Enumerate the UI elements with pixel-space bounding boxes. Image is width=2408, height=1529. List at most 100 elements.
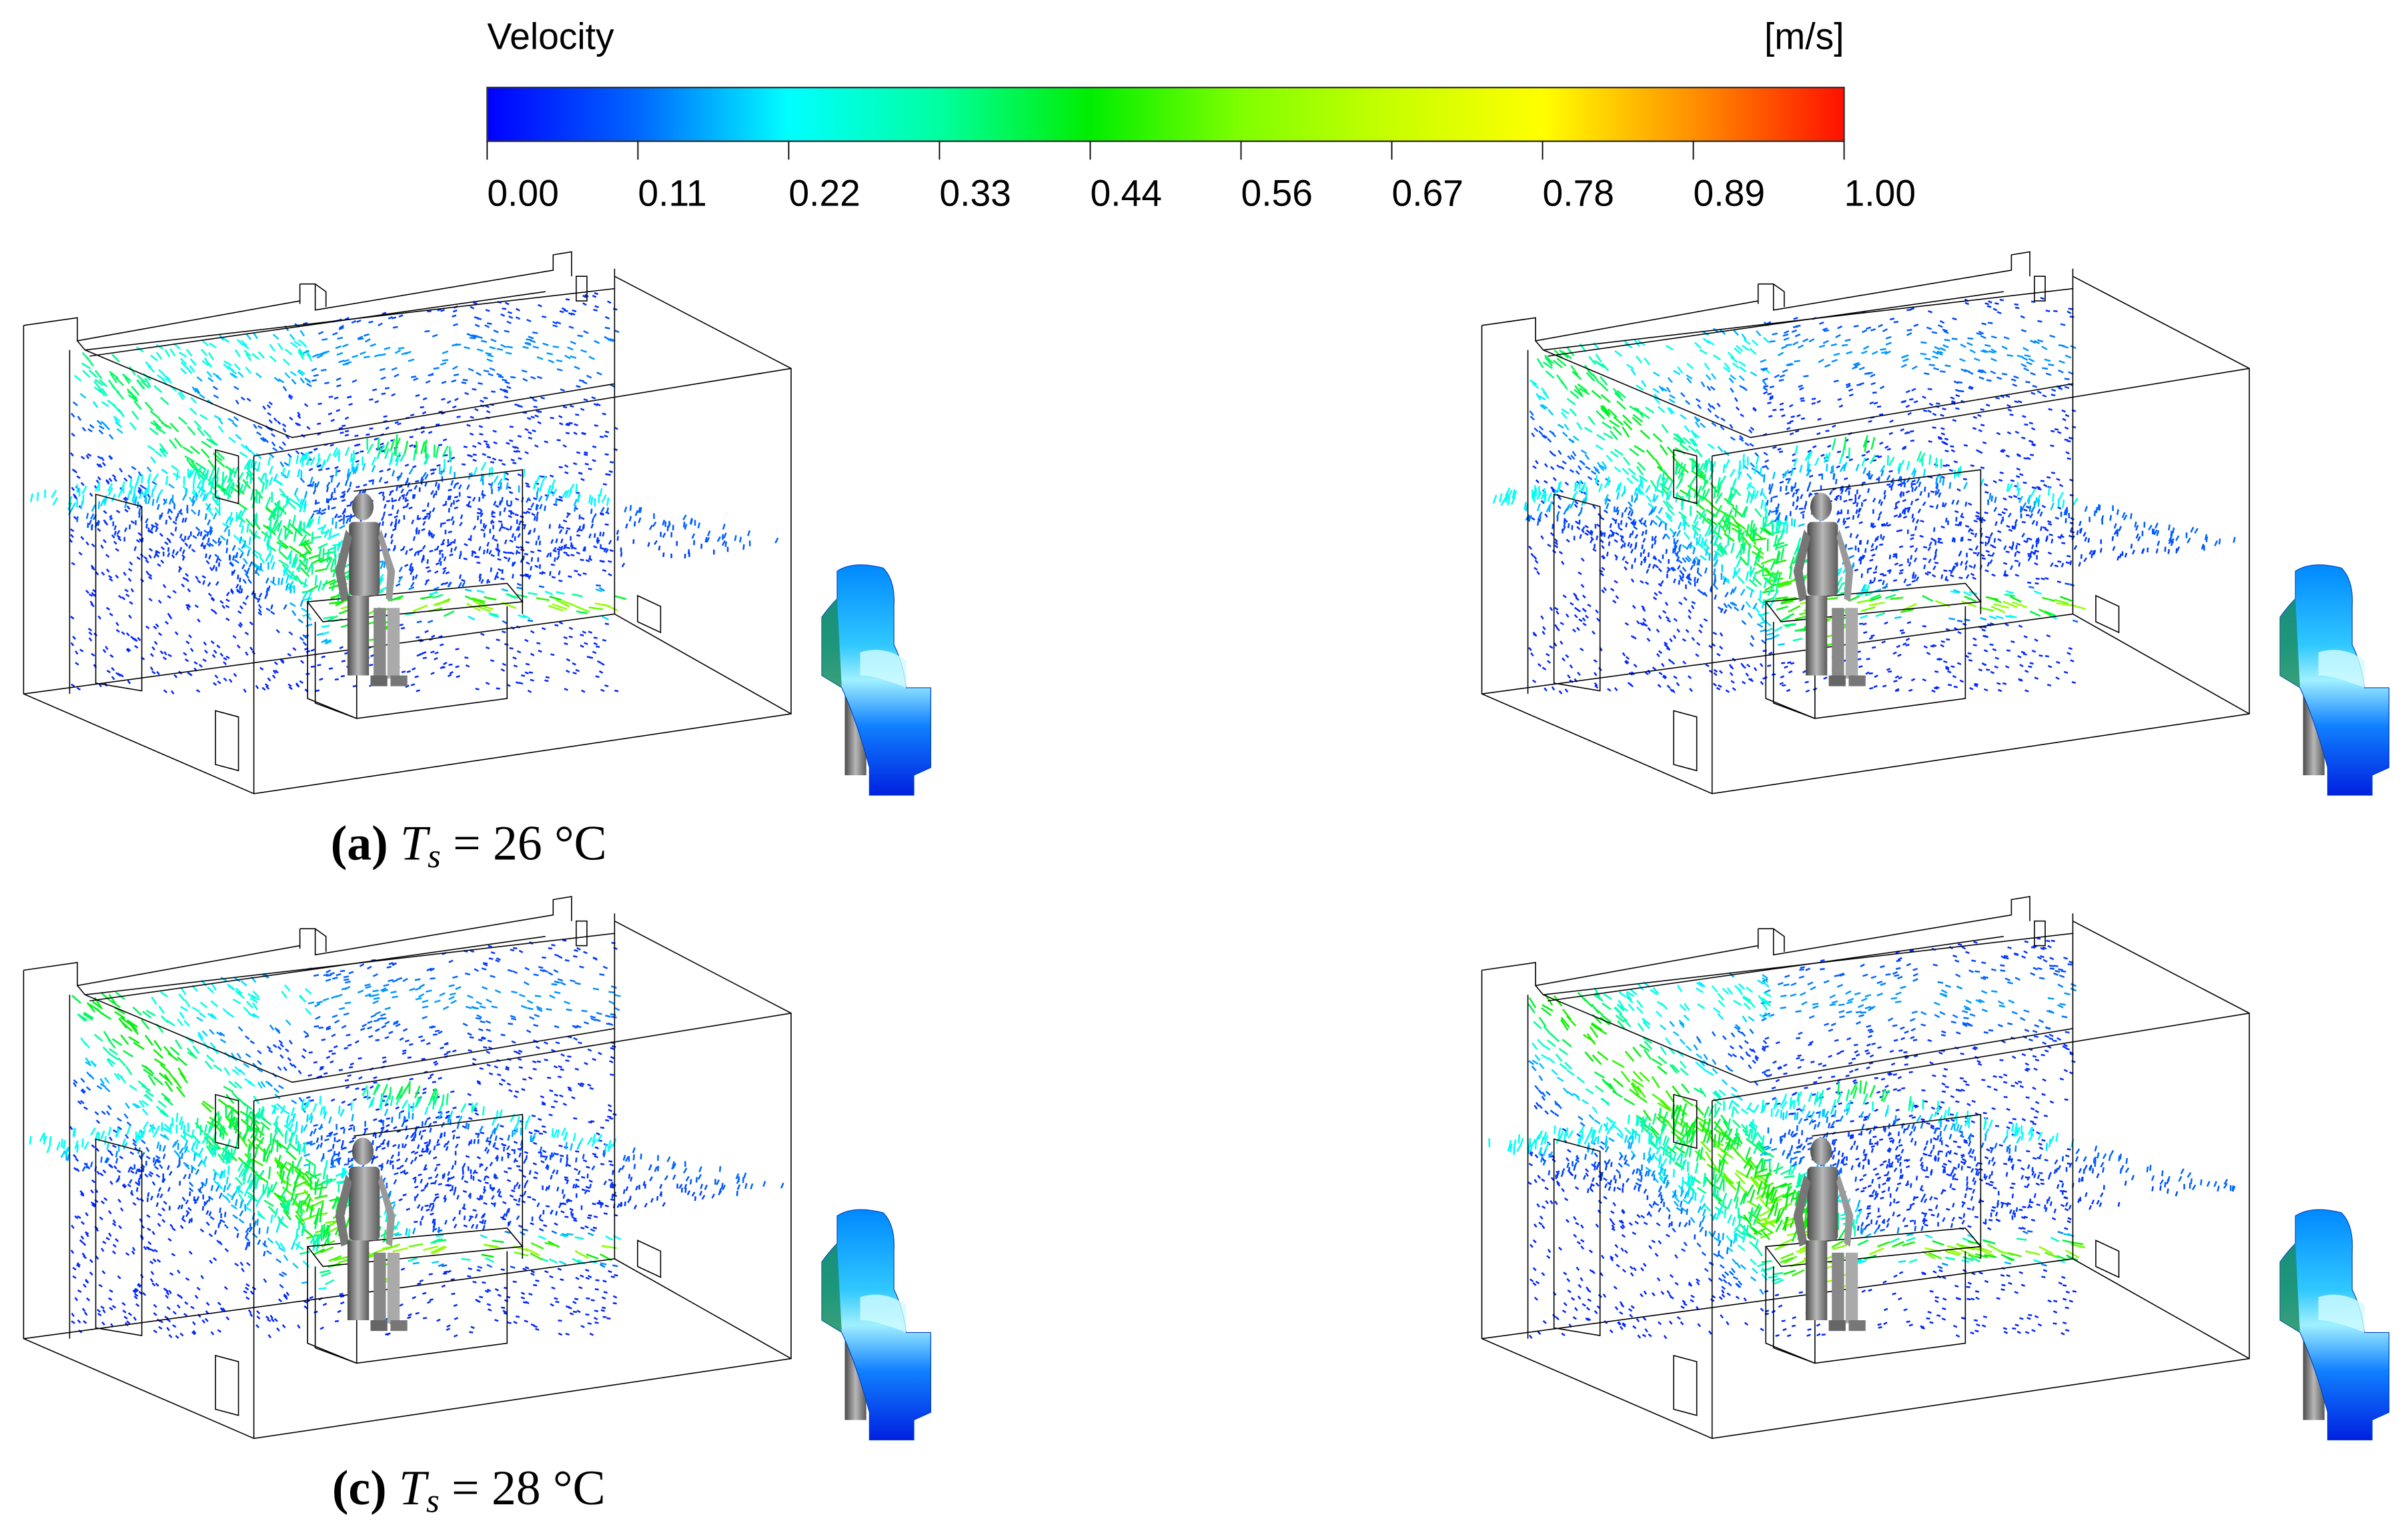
- velocity-vector: [77, 416, 82, 421]
- velocity-vector: [399, 623, 404, 626]
- velocity-vector: [313, 374, 319, 377]
- velocity-vector: [144, 401, 153, 412]
- velocity-vector: [2084, 506, 2088, 512]
- velocity-vector: [1818, 358, 1824, 364]
- velocity-vector: [542, 316, 547, 318]
- velocity-vector: [739, 536, 742, 543]
- velocity-vector: [1650, 520, 1654, 526]
- velocity-vector: [1888, 432, 1894, 436]
- velocity-vector: [1600, 408, 1610, 418]
- velocity-vector: [580, 516, 585, 520]
- velocity-vector: [1894, 562, 1899, 566]
- velocity-vector: [424, 515, 429, 518]
- velocity-vector: [532, 429, 536, 433]
- velocity-vector: [243, 350, 251, 357]
- velocity-vector: [1556, 511, 1560, 518]
- velocity-vector: [734, 535, 737, 542]
- velocity-vector: [1732, 362, 1740, 369]
- velocity-vector: [1645, 484, 1651, 493]
- velocity-vector: [541, 627, 546, 630]
- velocity-vector: [1679, 443, 1689, 452]
- velocity-vector: [466, 424, 471, 427]
- velocity-vector: [600, 547, 606, 550]
- velocity-vector: [172, 590, 177, 594]
- velocity-vector: [314, 483, 317, 490]
- velocity-vector: [1879, 385, 1885, 390]
- velocity-vector: [596, 539, 600, 544]
- velocity-vector: [311, 481, 315, 488]
- velocity-vector: [240, 588, 243, 594]
- velocity-vector: [317, 516, 321, 525]
- velocity-vector: [1861, 329, 1868, 334]
- velocity-vector: [1978, 668, 1983, 672]
- velocity-vector: [1833, 352, 1840, 356]
- velocity-vector: [2014, 552, 2017, 557]
- velocity-vector: [1594, 672, 1598, 676]
- velocity-vector: [1687, 675, 1692, 679]
- velocity-vector: [1655, 514, 1662, 521]
- mannequin: [335, 492, 408, 686]
- velocity-vector: [1548, 409, 1554, 416]
- velocity-vector: [1767, 664, 1772, 667]
- velocity-vector: [398, 346, 405, 350]
- velocity-vector: [219, 652, 224, 657]
- velocity-vector: [320, 512, 326, 516]
- velocity-vector: [105, 480, 110, 485]
- velocity-vector: [160, 546, 165, 550]
- velocity-vector: [1616, 484, 1620, 493]
- velocity-vector: [261, 686, 266, 691]
- velocity-vector: [1772, 590, 1779, 600]
- velocity-vector: [580, 634, 584, 636]
- velocity-vector: [1992, 308, 1998, 312]
- velocity-vector: [1736, 558, 1742, 568]
- velocity-vector: [390, 534, 394, 539]
- velocity-vector: [1920, 341, 1927, 344]
- velocity-vector: [584, 642, 588, 645]
- velocity-vector: [1691, 524, 1702, 532]
- velocity-vector: [1633, 663, 1638, 668]
- velocity-vector: [1712, 354, 1722, 361]
- velocity-vector: [1528, 646, 1532, 651]
- velocity-vector: [108, 478, 113, 482]
- velocity-vector: [1688, 609, 1692, 614]
- velocity-vector: [1667, 377, 1673, 384]
- velocity-vector: [1577, 465, 1582, 471]
- velocity-vector: [408, 586, 415, 590]
- velocity-vector: [1567, 455, 1572, 460]
- velocity-vector: [575, 413, 580, 416]
- velocity-vector: [1686, 377, 1692, 384]
- velocity-vector: [302, 452, 308, 461]
- velocity-vector: [2121, 512, 2126, 518]
- velocity-vector: [122, 374, 131, 384]
- velocity-vector: [1950, 574, 1954, 578]
- velocity-vector: [1888, 569, 1892, 574]
- velocity-vector: [1883, 490, 1886, 495]
- velocity-vector: [1877, 516, 1881, 521]
- velocity-vector: [607, 300, 612, 304]
- velocity-vector: [533, 516, 536, 521]
- velocity-vector: [264, 479, 269, 490]
- velocity-vector: [1556, 464, 1562, 468]
- velocity-vector: [269, 344, 275, 352]
- velocity-vector: [472, 334, 478, 338]
- velocity-vector: [441, 412, 446, 415]
- velocity-vector: [1923, 645, 1928, 649]
- velocity-vector: [2062, 418, 2066, 422]
- velocity-vector: [412, 494, 415, 499]
- velocity-vector: [1965, 574, 1970, 579]
- velocity-vector: [355, 452, 360, 455]
- velocity-vector: [1762, 386, 1768, 392]
- velocity-vector: [1566, 346, 1575, 356]
- velocity-vector: [74, 374, 82, 382]
- velocity-vector: [1936, 350, 1944, 354]
- velocity-vector: [2000, 450, 2004, 453]
- velocity-vector: [100, 420, 107, 426]
- velocity-vector: [1586, 529, 1590, 534]
- velocity-vector: [195, 689, 201, 693]
- velocity-vector: [1675, 551, 1680, 557]
- velocity-vector: [1540, 615, 1544, 620]
- velocity-vector: [1927, 410, 1932, 414]
- velocity-vector: [1623, 420, 1633, 431]
- velocity-vector: [1884, 582, 1888, 590]
